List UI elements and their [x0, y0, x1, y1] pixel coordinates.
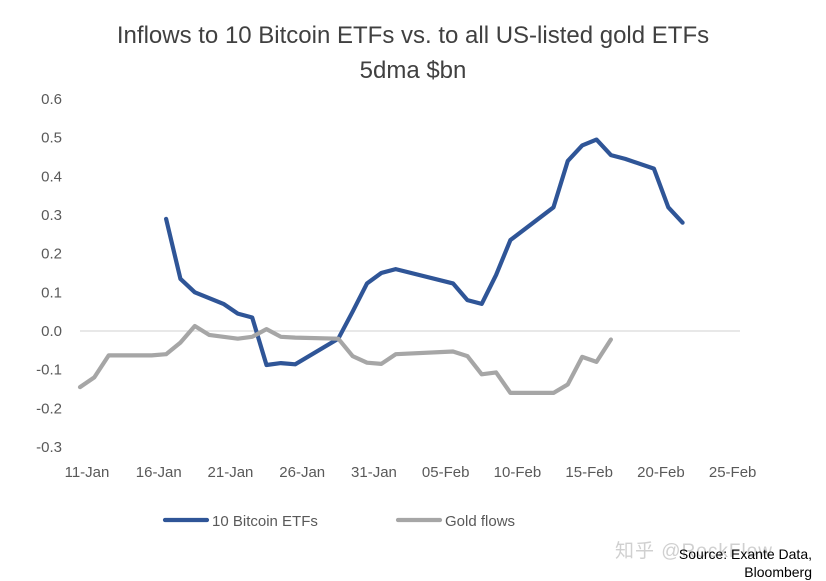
y-tick-label: 0.4	[41, 168, 62, 185]
x-tick-label: 11-Jan	[65, 464, 110, 481]
watermark: 知乎 @RockFlow	[615, 541, 773, 562]
y-tick-label: 0.6	[41, 91, 62, 108]
y-tick-label: 0.1	[41, 284, 62, 301]
y-tick-label: 0.2	[41, 246, 62, 263]
x-tick-label: 31-Jan	[351, 464, 397, 481]
x-tick-label: 05-Feb	[422, 464, 470, 481]
chart-subtitle: 5dma $bn	[359, 57, 467, 84]
series-line-bitcoin-etfs	[164, 137, 685, 368]
x-tick-label: 16-Jan	[136, 464, 182, 481]
source-line-2: Bloomberg	[744, 564, 812, 580]
x-tick-label: 20-Feb	[637, 464, 685, 481]
x-tick-label: 25-Feb	[709, 464, 757, 481]
source-note: Source: Exante Data, Bloomberg	[679, 545, 812, 581]
y-tick-label: 0.3	[41, 207, 62, 224]
x-tick-label: 26-Jan	[279, 464, 325, 481]
x-tick-label: 10-Feb	[494, 464, 542, 481]
series-line-gold-flows	[77, 323, 614, 395]
y-tick-label: -0.1	[36, 362, 62, 379]
x-tick-label: 21-Jan	[208, 464, 254, 481]
y-tick-label: -0.2	[36, 400, 62, 417]
legend-label: 10 Bitcoin ETFs	[212, 513, 318, 530]
y-tick-label: 0.0	[41, 323, 62, 340]
chart-title: Inflows to 10 Bitcoin ETFs vs. to all US…	[116, 22, 710, 49]
legend-label: Gold flows	[445, 513, 515, 530]
source-line-1: Source: Exante Data,	[678, 546, 812, 562]
y-tick-label: 0.5	[41, 130, 62, 147]
x-tick-label: 15-Feb	[565, 464, 613, 481]
y-tick-label: -0.3	[36, 439, 62, 456]
